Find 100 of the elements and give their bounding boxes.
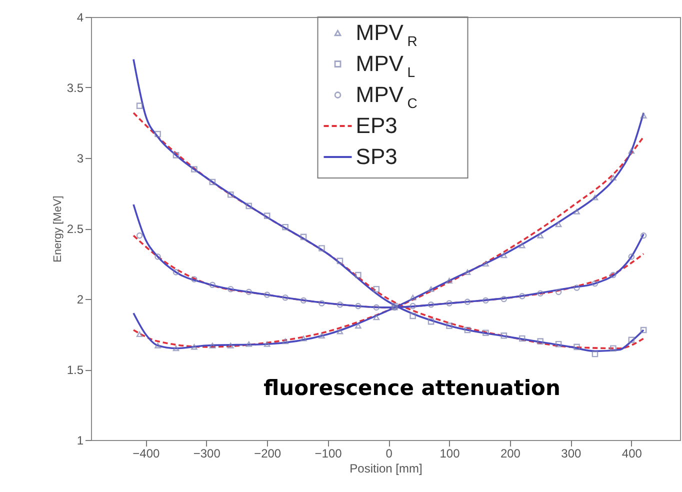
y-tick-label: 4 xyxy=(76,10,84,24)
point xyxy=(555,221,562,228)
point xyxy=(191,276,198,282)
point xyxy=(464,326,471,334)
point xyxy=(610,345,616,352)
point xyxy=(228,286,234,292)
y-axis-title: Energy [MeV] xyxy=(52,196,64,262)
point xyxy=(154,342,161,348)
point xyxy=(246,341,252,347)
point xyxy=(264,341,270,347)
point xyxy=(640,232,647,239)
point xyxy=(172,152,180,158)
point xyxy=(246,202,252,210)
point xyxy=(191,166,198,172)
point xyxy=(336,328,344,334)
point xyxy=(628,336,635,344)
point xyxy=(446,300,452,306)
point xyxy=(555,340,562,348)
point xyxy=(228,192,234,198)
point xyxy=(136,102,143,109)
point xyxy=(355,322,362,329)
point xyxy=(592,194,598,200)
x-tick-label: 400 xyxy=(622,446,642,460)
x-tick-label: 300 xyxy=(561,446,582,460)
point xyxy=(555,288,562,296)
point xyxy=(628,254,635,260)
point xyxy=(610,174,616,181)
point xyxy=(172,269,180,276)
point xyxy=(300,336,307,342)
point xyxy=(446,322,452,329)
point xyxy=(355,302,362,310)
point xyxy=(482,330,489,336)
x-tick-label: −300 xyxy=(193,446,221,460)
x-tick-label: −100 xyxy=(314,446,342,460)
x-axis-title: Position [mm] xyxy=(350,462,422,476)
legend-label: SP3 xyxy=(356,144,398,169)
point xyxy=(373,304,380,311)
y-tick-label: 2 xyxy=(76,292,84,306)
point xyxy=(336,301,344,308)
x-tick-label: 100 xyxy=(440,446,460,460)
y-tick-label: 1.5 xyxy=(66,363,84,377)
point xyxy=(610,272,616,278)
point xyxy=(464,298,471,305)
point xyxy=(482,297,489,304)
point xyxy=(410,302,416,310)
legend-label: EP3 xyxy=(356,113,398,138)
point xyxy=(209,342,216,348)
x-tick-label: 200 xyxy=(500,446,521,460)
point xyxy=(537,232,544,238)
point xyxy=(518,242,526,248)
point xyxy=(446,278,452,284)
point xyxy=(336,258,344,264)
x-tick-label: 0 xyxy=(386,446,393,460)
point xyxy=(264,212,270,219)
x-tick-label: −200 xyxy=(254,446,282,460)
y-tick-label: 2.5 xyxy=(66,222,84,236)
point xyxy=(209,282,216,288)
point xyxy=(318,332,325,338)
point xyxy=(500,296,508,302)
point xyxy=(482,260,489,267)
point xyxy=(410,312,416,320)
point xyxy=(428,286,434,292)
point xyxy=(574,208,580,214)
point xyxy=(428,318,434,325)
point xyxy=(318,245,325,252)
point xyxy=(136,232,143,239)
point xyxy=(282,338,288,344)
point xyxy=(136,331,143,338)
point xyxy=(228,342,234,348)
point xyxy=(373,314,380,320)
y-tick-label: 3 xyxy=(76,152,84,166)
point xyxy=(500,252,508,258)
point xyxy=(428,301,434,308)
y-tick-label: 3.5 xyxy=(66,81,84,95)
point xyxy=(410,294,416,300)
point xyxy=(574,284,580,291)
point xyxy=(318,300,325,306)
point xyxy=(300,297,307,304)
point xyxy=(640,326,647,334)
point xyxy=(355,272,362,278)
point xyxy=(518,293,526,300)
x-tick-label: −400 xyxy=(132,446,160,460)
point xyxy=(592,280,598,287)
point xyxy=(209,178,216,186)
point xyxy=(191,344,198,350)
point xyxy=(172,346,180,352)
point xyxy=(464,269,471,276)
annotation: fluorescence attenuation xyxy=(264,376,560,400)
point xyxy=(500,332,508,339)
point xyxy=(282,294,288,301)
y-tick-label: 1 xyxy=(76,434,84,448)
point xyxy=(592,350,598,358)
point xyxy=(628,148,635,154)
point xyxy=(518,335,526,342)
point xyxy=(154,130,161,138)
point xyxy=(640,112,647,119)
point xyxy=(282,224,288,230)
point xyxy=(537,338,544,344)
point xyxy=(574,344,580,350)
point xyxy=(246,288,252,296)
